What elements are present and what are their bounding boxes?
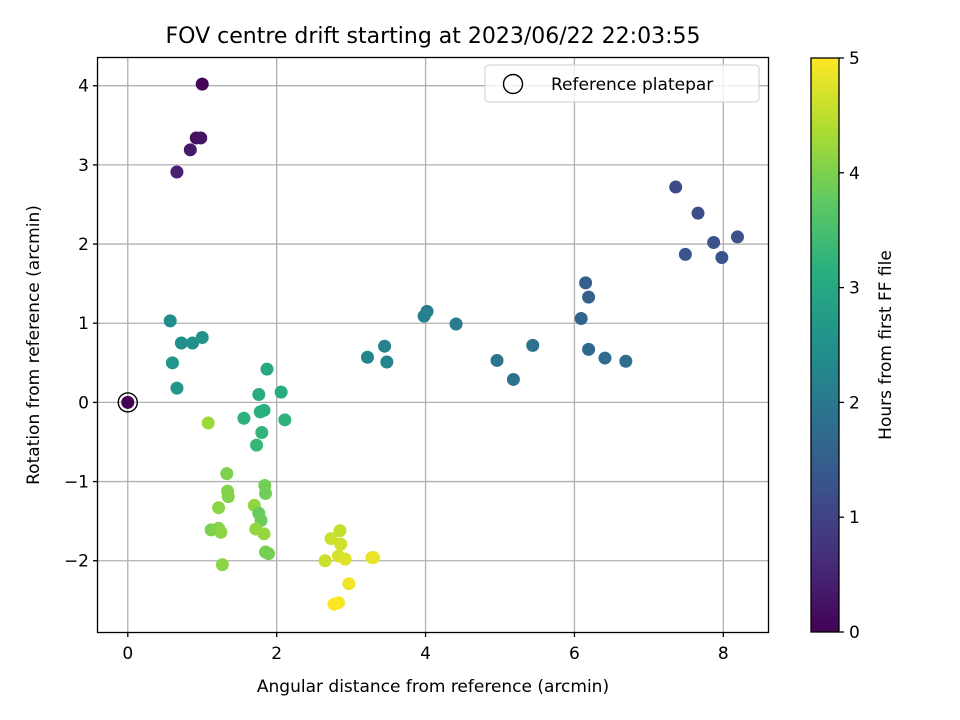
x-tick-label: 6 (569, 644, 580, 664)
colorbar-tick-label: 5 (849, 49, 860, 69)
data-point (417, 309, 431, 323)
data-point (259, 486, 272, 500)
y-tick-label: 4 (78, 77, 89, 97)
colorbar-frame (810, 57, 840, 633)
colorbar-gradient (811, 58, 839, 632)
data-point (324, 532, 338, 546)
x-tick-label: 4 (420, 644, 431, 664)
data-point (201, 416, 215, 430)
data-point (490, 353, 504, 367)
data-point (715, 251, 729, 265)
data-point (318, 554, 332, 568)
data-point (257, 527, 271, 541)
data-point (260, 362, 274, 376)
data-point (163, 314, 177, 328)
data-point (730, 230, 744, 244)
colorbar-label: Hours from first FF file (876, 250, 896, 440)
data-point (121, 395, 135, 409)
data-point (574, 311, 588, 325)
axis-ticks: 0 2 4 6 8 −2 −1 0 1 2 3 4 (64, 77, 729, 664)
data-point (669, 180, 683, 194)
plot-frame (96, 56, 770, 634)
data-point (449, 317, 463, 331)
legend-box (484, 64, 760, 103)
legend: Reference platepar (484, 64, 760, 103)
data-point (170, 381, 184, 395)
data-point (195, 330, 209, 344)
colorbar-tick-label: 3 (849, 279, 860, 299)
data-point (195, 77, 209, 91)
colorbar-tick-label: 0 (849, 623, 860, 643)
data-point (526, 338, 540, 352)
data-point (691, 206, 705, 220)
data-point (237, 411, 251, 425)
data-point (183, 143, 197, 157)
colorbar-ticks: 0 1 2 3 4 5 (839, 49, 860, 643)
data-point (186, 336, 200, 350)
data-point (278, 413, 292, 427)
data-point (253, 405, 267, 419)
data-point (221, 490, 235, 504)
x-axis-label: Angular distance from reference (arcmin) (257, 677, 609, 697)
data-point (174, 336, 188, 350)
y-tick-label: −2 (64, 552, 89, 572)
data-point (334, 537, 348, 551)
colorbar-tick-label: 1 (849, 508, 860, 528)
y-tick-label: 3 (78, 156, 89, 176)
y-tick-label: 0 (78, 393, 89, 413)
data-point (327, 597, 341, 611)
data-point (342, 577, 356, 591)
data-point (250, 438, 264, 452)
data-point (619, 354, 633, 368)
colorbar-tick-label: 2 (849, 393, 860, 413)
data-point (215, 558, 229, 572)
colorbar: 0 1 2 3 4 5 Hours from first FF file (810, 49, 896, 643)
data-point (582, 342, 596, 356)
data-point (255, 425, 269, 439)
y-tick-label: 2 (78, 235, 89, 255)
data-point (579, 276, 593, 290)
data-point (360, 350, 374, 364)
data-point (333, 524, 347, 538)
data-point (506, 372, 520, 386)
chart-title: FOV centre drift starting at 2023/06/22 … (166, 24, 701, 49)
data-point (380, 355, 394, 369)
y-tick-label: −1 (64, 473, 89, 493)
data-point (194, 131, 208, 145)
data-points (117, 77, 744, 611)
data-point (707, 235, 721, 249)
data-point (170, 165, 184, 179)
data-point (261, 547, 275, 561)
data-point (220, 467, 234, 481)
x-tick-label: 0 (122, 644, 133, 664)
legend-reference-marker (502, 73, 524, 95)
data-point (274, 385, 288, 399)
y-tick-label: 1 (78, 314, 89, 334)
data-point (582, 290, 596, 304)
data-point (252, 387, 266, 401)
colorbar-tick-label: 4 (849, 164, 860, 184)
data-point (338, 552, 352, 566)
data-point (366, 551, 380, 565)
data-point (598, 351, 612, 365)
data-point (212, 501, 226, 515)
x-tick-label: 2 (271, 644, 282, 664)
x-tick-label: 8 (718, 644, 729, 664)
data-point (378, 339, 392, 353)
legend-label: Reference platepar (551, 75, 713, 95)
grid (98, 58, 768, 632)
data-point (165, 356, 179, 370)
reference-marker (117, 392, 138, 413)
data-point (214, 525, 228, 539)
y-axis-label: Rotation from reference (arcmin) (24, 205, 44, 485)
data-point (678, 247, 692, 261)
